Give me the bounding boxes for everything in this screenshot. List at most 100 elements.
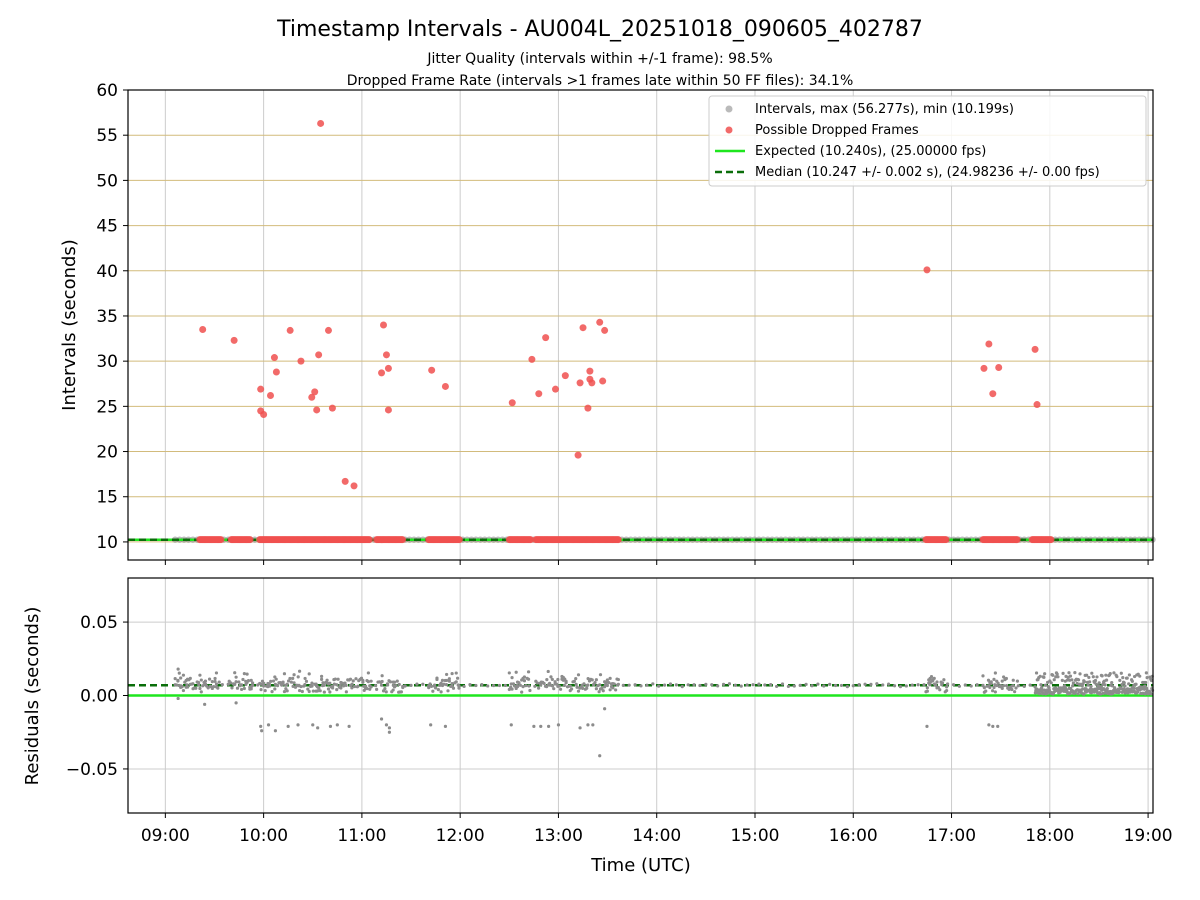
residual-outlier-point bbox=[547, 724, 551, 728]
residual-point bbox=[486, 684, 490, 688]
residual-point bbox=[201, 684, 205, 688]
residual-point bbox=[1039, 683, 1043, 687]
residual-point bbox=[574, 677, 578, 681]
residual-point bbox=[1054, 675, 1058, 679]
residual-point bbox=[514, 670, 518, 674]
residual-point bbox=[348, 677, 353, 681]
residual-point bbox=[394, 684, 398, 688]
residual-point bbox=[851, 684, 855, 688]
residual-point bbox=[180, 684, 184, 689]
residual-point bbox=[739, 684, 743, 688]
residual-point bbox=[1149, 678, 1154, 683]
residual-outlier-point bbox=[273, 729, 278, 733]
residual-point bbox=[194, 686, 198, 690]
residual-point bbox=[274, 677, 278, 681]
intervals-y-tick-label: 60 bbox=[96, 81, 118, 101]
residual-point bbox=[213, 679, 217, 684]
residual-point bbox=[863, 682, 867, 686]
residual-point bbox=[1000, 679, 1004, 683]
residual-point bbox=[601, 689, 605, 693]
residual-point bbox=[963, 683, 967, 687]
residual-point bbox=[993, 690, 997, 694]
residual-outlier-point bbox=[578, 726, 582, 730]
residual-point bbox=[828, 682, 832, 686]
residual-point bbox=[1108, 672, 1112, 676]
residual-point bbox=[545, 677, 549, 682]
residual-point bbox=[572, 679, 576, 683]
residual-point bbox=[428, 682, 432, 686]
residual-point bbox=[597, 690, 601, 694]
residual-point bbox=[1073, 670, 1077, 675]
residual-point bbox=[445, 672, 449, 677]
residual-point bbox=[1033, 685, 1037, 689]
residual-point bbox=[303, 676, 307, 681]
residual-point bbox=[369, 679, 373, 683]
residual-point bbox=[203, 679, 208, 683]
x-tick-label: 14:00 bbox=[632, 826, 681, 846]
residual-point bbox=[307, 672, 311, 676]
residual-point bbox=[342, 684, 346, 688]
residual-outlier-point bbox=[539, 724, 543, 728]
residual-outlier-point bbox=[335, 723, 339, 727]
residual-point bbox=[1149, 692, 1153, 696]
dropped-frame-point bbox=[980, 364, 988, 372]
residual-point bbox=[614, 688, 618, 692]
residual-point bbox=[317, 686, 321, 690]
dropped-frame-point bbox=[324, 326, 332, 334]
residual-point bbox=[322, 690, 326, 694]
intervals-y-tick-label: 20 bbox=[96, 443, 118, 463]
residual-point bbox=[822, 684, 826, 688]
legend: Intervals, max (56.277s), min (10.199s) … bbox=[708, 95, 1147, 187]
dropped-frame-point bbox=[551, 385, 559, 393]
residual-point bbox=[680, 685, 684, 689]
residual-point bbox=[1076, 678, 1081, 682]
residual-point bbox=[292, 673, 296, 677]
residual-point bbox=[657, 684, 661, 688]
residual-outlier-point bbox=[379, 717, 384, 721]
residual-point bbox=[217, 680, 221, 684]
residual-point bbox=[574, 682, 578, 686]
x-tick-label: 09:00 bbox=[141, 826, 190, 846]
dropped-frame-point bbox=[384, 406, 392, 414]
residual-point bbox=[199, 690, 203, 694]
residual-point bbox=[576, 689, 581, 693]
residual-point bbox=[567, 684, 571, 688]
residual-point bbox=[328, 681, 332, 685]
residual-point bbox=[288, 676, 292, 681]
dropped-frame-point bbox=[535, 390, 543, 398]
residual-point bbox=[181, 673, 186, 677]
residual-point bbox=[1094, 682, 1098, 686]
residual-point bbox=[214, 682, 219, 686]
residual-point bbox=[528, 688, 532, 693]
residual-point bbox=[810, 684, 814, 688]
residual-outlier-point bbox=[598, 754, 602, 758]
residual-point bbox=[289, 680, 293, 684]
residual-point bbox=[1119, 671, 1123, 675]
residual-outlier-point bbox=[591, 723, 595, 727]
residual-outlier-point bbox=[429, 723, 433, 727]
intervals-axes-frame bbox=[127, 89, 1154, 561]
residual-point bbox=[1132, 674, 1137, 679]
legend-box bbox=[708, 95, 1147, 187]
residual-point bbox=[510, 676, 514, 680]
intervals-y-tick-label: 35 bbox=[96, 307, 118, 327]
residual-point bbox=[1056, 675, 1060, 679]
residual-point bbox=[616, 677, 620, 682]
residual-point bbox=[234, 675, 238, 679]
residual-outlier-point bbox=[509, 723, 513, 727]
residual-point bbox=[176, 678, 180, 682]
residual-point bbox=[271, 679, 276, 683]
residual-point bbox=[692, 683, 696, 687]
dropped-frame-point bbox=[428, 366, 436, 374]
residual-point bbox=[600, 686, 604, 690]
residual-point bbox=[263, 689, 267, 693]
residual-outlier-point bbox=[328, 724, 333, 728]
residuals-y-tick-label: 0.05 bbox=[80, 613, 118, 633]
residual-point bbox=[444, 683, 449, 687]
residual-point bbox=[198, 686, 202, 691]
residual-point bbox=[228, 681, 233, 685]
residual-point bbox=[969, 684, 973, 688]
dropped-frame-point bbox=[942, 536, 950, 544]
intervals-y-tick-label: 30 bbox=[96, 352, 118, 372]
residual-point bbox=[651, 682, 655, 686]
